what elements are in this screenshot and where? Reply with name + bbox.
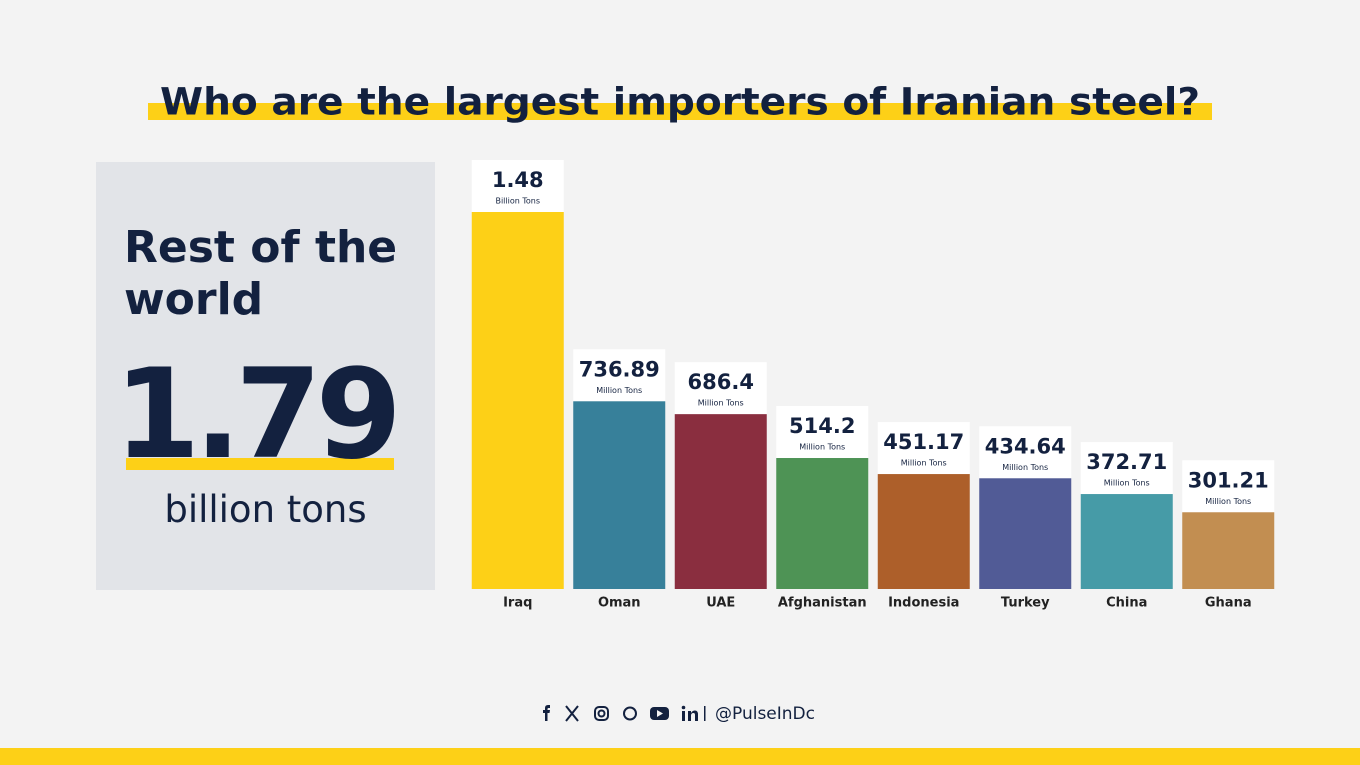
label-box	[1080, 442, 1173, 495]
x-tick-label: UAE	[706, 596, 735, 611]
rest-value: 1.79	[114, 343, 402, 487]
label-box	[979, 426, 1072, 479]
unit-label: Million Tons	[698, 399, 744, 408]
value-label: 1.48	[492, 168, 544, 192]
value-label: 451.17	[883, 430, 964, 454]
label-box	[674, 362, 767, 415]
x-tick-label: Turkey	[1001, 596, 1050, 611]
bar	[674, 414, 767, 589]
x-tick-label: Indonesia	[888, 596, 959, 611]
side-panel	[96, 162, 435, 590]
value-label: 686.4	[688, 370, 754, 394]
bar	[979, 478, 1072, 589]
bar	[573, 401, 666, 589]
label-box	[471, 160, 564, 212]
label-box	[1182, 460, 1275, 513]
value-label: 372.71	[1086, 450, 1167, 474]
unit-label: Million Tons	[1002, 463, 1048, 472]
x-tick-label: Ghana	[1205, 596, 1252, 611]
rest-label: Rest of the world	[124, 222, 398, 325]
unit-label: Billion Tons	[495, 197, 540, 206]
value-label: 434.64	[985, 434, 1066, 458]
bar	[1182, 512, 1275, 589]
footer-handle: @PulseInDc	[715, 704, 815, 724]
bar	[877, 474, 970, 589]
social-icons	[543, 705, 706, 722]
unit-label: Million Tons	[1104, 479, 1150, 488]
bar	[776, 458, 869, 589]
value-label: 301.21	[1188, 468, 1269, 492]
value-highlight	[126, 458, 394, 470]
bar	[471, 212, 564, 589]
value-label: 736.89	[579, 357, 660, 381]
unit-label: Million Tons	[1205, 497, 1251, 506]
x-tick-label: China	[1106, 596, 1147, 611]
x-tick-label: Afghanistan	[778, 596, 867, 611]
unit-label: Million Tons	[596, 386, 642, 395]
label-box	[573, 349, 666, 402]
x-tick-label: Iraq	[503, 596, 532, 611]
value-label: 514.2	[789, 414, 855, 438]
bottom-strip	[0, 748, 1360, 765]
rest-unit: billion tons	[164, 488, 367, 531]
unit-label: Million Tons	[901, 459, 947, 468]
label-box	[877, 422, 970, 475]
unit-label: Million Tons	[799, 443, 845, 452]
bar	[1080, 494, 1173, 589]
label-box	[776, 406, 869, 459]
chart-title: Who are the largest importers of Iranian…	[160, 81, 1200, 124]
title-highlight	[148, 103, 1212, 120]
x-tick-label: Oman	[598, 596, 641, 611]
